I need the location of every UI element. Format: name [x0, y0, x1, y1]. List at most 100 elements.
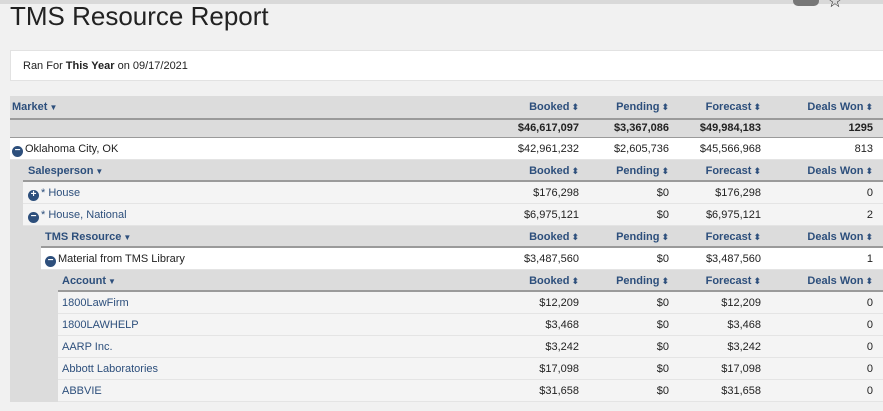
forecast-column-header[interactable]: Forecast ⬍ [705, 101, 761, 113]
sort-icon: ⬍ [661, 166, 669, 176]
sort-icon: ⬍ [753, 166, 761, 176]
account-pending: $0 [656, 341, 669, 353]
deals-won-column-header[interactable]: Deals Won ⬍ [807, 101, 873, 113]
sort-icon: ⬍ [571, 166, 579, 176]
ran-for-panel: Ran For This Year on 09/17/2021 [10, 50, 883, 81]
tms-resource-row[interactable]: − Material from TMS Library $3,487,560 $0… [41, 248, 883, 270]
salesperson-pending: $0 [656, 209, 669, 221]
sort-icon: ⬍ [865, 102, 873, 112]
pending-column-header[interactable]: Pending ⬍ [616, 275, 669, 287]
toggle-switch[interactable] [792, 0, 819, 6]
forecast-column-header[interactable]: Forecast ⬍ [705, 165, 761, 177]
total-forecast: $49,984,183 [699, 122, 761, 134]
salesperson-header-row: Salesperson ▼ Booked ⬍ Pending ⬍ Forecast ⬍ … [23, 160, 883, 182]
account-forecast: $17,098 [721, 363, 761, 375]
account-pending: $0 [656, 297, 669, 309]
market-label: Oklahoma City, OK [25, 143, 119, 155]
page-title: TMS Resource Report [10, 1, 269, 31]
salesperson-booked: $6,975,121 [523, 209, 579, 221]
ran-for-prefix: Ran For [23, 60, 66, 72]
caret-down-icon: ▼ [49, 103, 58, 112]
account-forecast: $12,209 [721, 297, 761, 309]
salesperson-row[interactable]: − * House, National $6,975,121 $0 $6,975,… [23, 204, 883, 226]
forecast-column-header[interactable]: Forecast ⬍ [705, 275, 761, 287]
top-bar [0, 0, 883, 4]
account-booked: $3,468 [545, 319, 579, 331]
minus-circle-icon[interactable]: − [45, 256, 56, 267]
indent-bar [23, 226, 41, 402]
account-booked: $31,658 [539, 385, 579, 397]
account-deals-won: 0 [866, 385, 873, 397]
market-header-row: Market ▼ Booked ⬍ Pending ⬍ Forecast ⬍ Deals… [10, 96, 883, 120]
account-booked: $17,098 [539, 363, 579, 375]
salesperson-label[interactable]: * House, National [41, 209, 127, 221]
resource-deals-won: 1 [866, 253, 873, 265]
sort-icon: ⬍ [865, 276, 873, 286]
account-pending: $0 [656, 385, 669, 397]
salesperson-row[interactable]: + * House $176,298 $0 $176,298 0 [23, 182, 883, 204]
sort-icon: ⬍ [661, 102, 669, 112]
indent-bar [41, 270, 58, 402]
salesperson-label[interactable]: * House [41, 187, 81, 199]
booked-column-header[interactable]: Booked ⬍ [529, 165, 579, 177]
account-link[interactable]: ABBVIE [62, 385, 102, 397]
market-deals-won: 813 [854, 143, 873, 155]
market-column-header[interactable]: Market ▼ [12, 101, 58, 113]
account-deals-won: 0 [866, 319, 873, 331]
deals-won-column-header[interactable]: Deals Won ⬍ [807, 275, 873, 287]
resource-booked: $3,487,560 [523, 253, 579, 265]
account-link[interactable]: AARP Inc. [62, 341, 113, 353]
minus-circle-icon[interactable]: − [28, 212, 39, 223]
account-row[interactable]: 1800LawFirm $12,209 $0 $12,209 0 [58, 292, 883, 314]
account-link[interactable]: 1800LAWHELP [62, 319, 139, 331]
salesperson-pending: $0 [656, 187, 669, 199]
tms-resource-label: Material from TMS Library [58, 253, 185, 265]
salesperson-forecast: $176,298 [715, 187, 761, 199]
star-icon[interactable]: ☆ [826, 0, 843, 11]
salesperson-booked: $176,298 [533, 187, 579, 199]
total-booked: $46,617,097 [517, 122, 579, 134]
resource-forecast: $3,487,560 [705, 253, 761, 265]
sort-icon: ⬍ [753, 276, 761, 286]
minus-circle-icon[interactable]: − [12, 146, 23, 157]
salesperson-deals-won: 2 [866, 209, 873, 221]
pending-column-header[interactable]: Pending ⬍ [616, 101, 669, 113]
totals-row: $46,617,097 $3,367,086 $49,984,183 1295 [10, 120, 883, 138]
ran-for-date: on 09/17/2021 [114, 60, 188, 72]
ran-for-period: This Year [65, 60, 115, 72]
deals-won-column-header[interactable]: Deals Won ⬍ [807, 231, 873, 243]
market-pending: $2,605,736 [613, 143, 669, 155]
account-forecast: $3,468 [727, 319, 761, 331]
account-pending: $0 [656, 363, 669, 375]
report-table: Market ▼ Booked ⬍ Pending ⬍ Forecast ⬍ Deals… [10, 96, 883, 402]
pending-column-header[interactable]: Pending ⬍ [616, 231, 669, 243]
booked-column-header[interactable]: Booked ⬍ [529, 231, 579, 243]
deals-won-column-header[interactable]: Deals Won ⬍ [807, 165, 873, 177]
account-deals-won: 0 [866, 363, 873, 375]
booked-column-header[interactable]: Booked ⬍ [529, 275, 579, 287]
tms-resource-column-header[interactable]: TMS Resource ▼ [45, 231, 132, 243]
sort-icon: ⬍ [661, 276, 669, 286]
forecast-column-header[interactable]: Forecast ⬍ [705, 231, 761, 243]
sort-icon: ⬍ [865, 232, 873, 242]
caret-down-icon: ▼ [123, 233, 132, 242]
account-row[interactable]: Abbott Laboratories $17,098 $0 $17,098 0 [58, 358, 883, 380]
account-booked: $12,209 [539, 297, 579, 309]
account-link[interactable]: 1800LawFirm [62, 297, 129, 309]
booked-column-header[interactable]: Booked ⬍ [529, 101, 579, 113]
resource-pending: $0 [656, 253, 669, 265]
market-row[interactable]: − Oklahoma City, OK $42,961,232 $2,605,73… [10, 138, 883, 160]
sort-icon: ⬍ [753, 232, 761, 242]
account-header-row: Account ▼ Booked ⬍ Pending ⬍ Forecast ⬍ Deal… [58, 270, 883, 292]
market-booked: $42,961,232 [517, 143, 579, 155]
account-row[interactable]: ABBVIE $31,658 $0 $31,658 0 [58, 380, 883, 402]
account-booked: $3,242 [545, 341, 579, 353]
account-link[interactable]: Abbott Laboratories [62, 363, 159, 375]
salesperson-column-header[interactable]: Salesperson ▼ [28, 165, 104, 177]
account-row[interactable]: AARP Inc. $3,242 $0 $3,242 0 [58, 336, 883, 358]
pending-column-header[interactable]: Pending ⬍ [616, 165, 669, 177]
account-row[interactable]: 1800LAWHELP $3,468 $0 $3,468 0 [58, 314, 883, 336]
plus-circle-icon[interactable]: + [28, 190, 39, 201]
salesperson-forecast: $6,975,121 [705, 209, 761, 221]
account-column-header[interactable]: Account ▼ [62, 275, 116, 287]
